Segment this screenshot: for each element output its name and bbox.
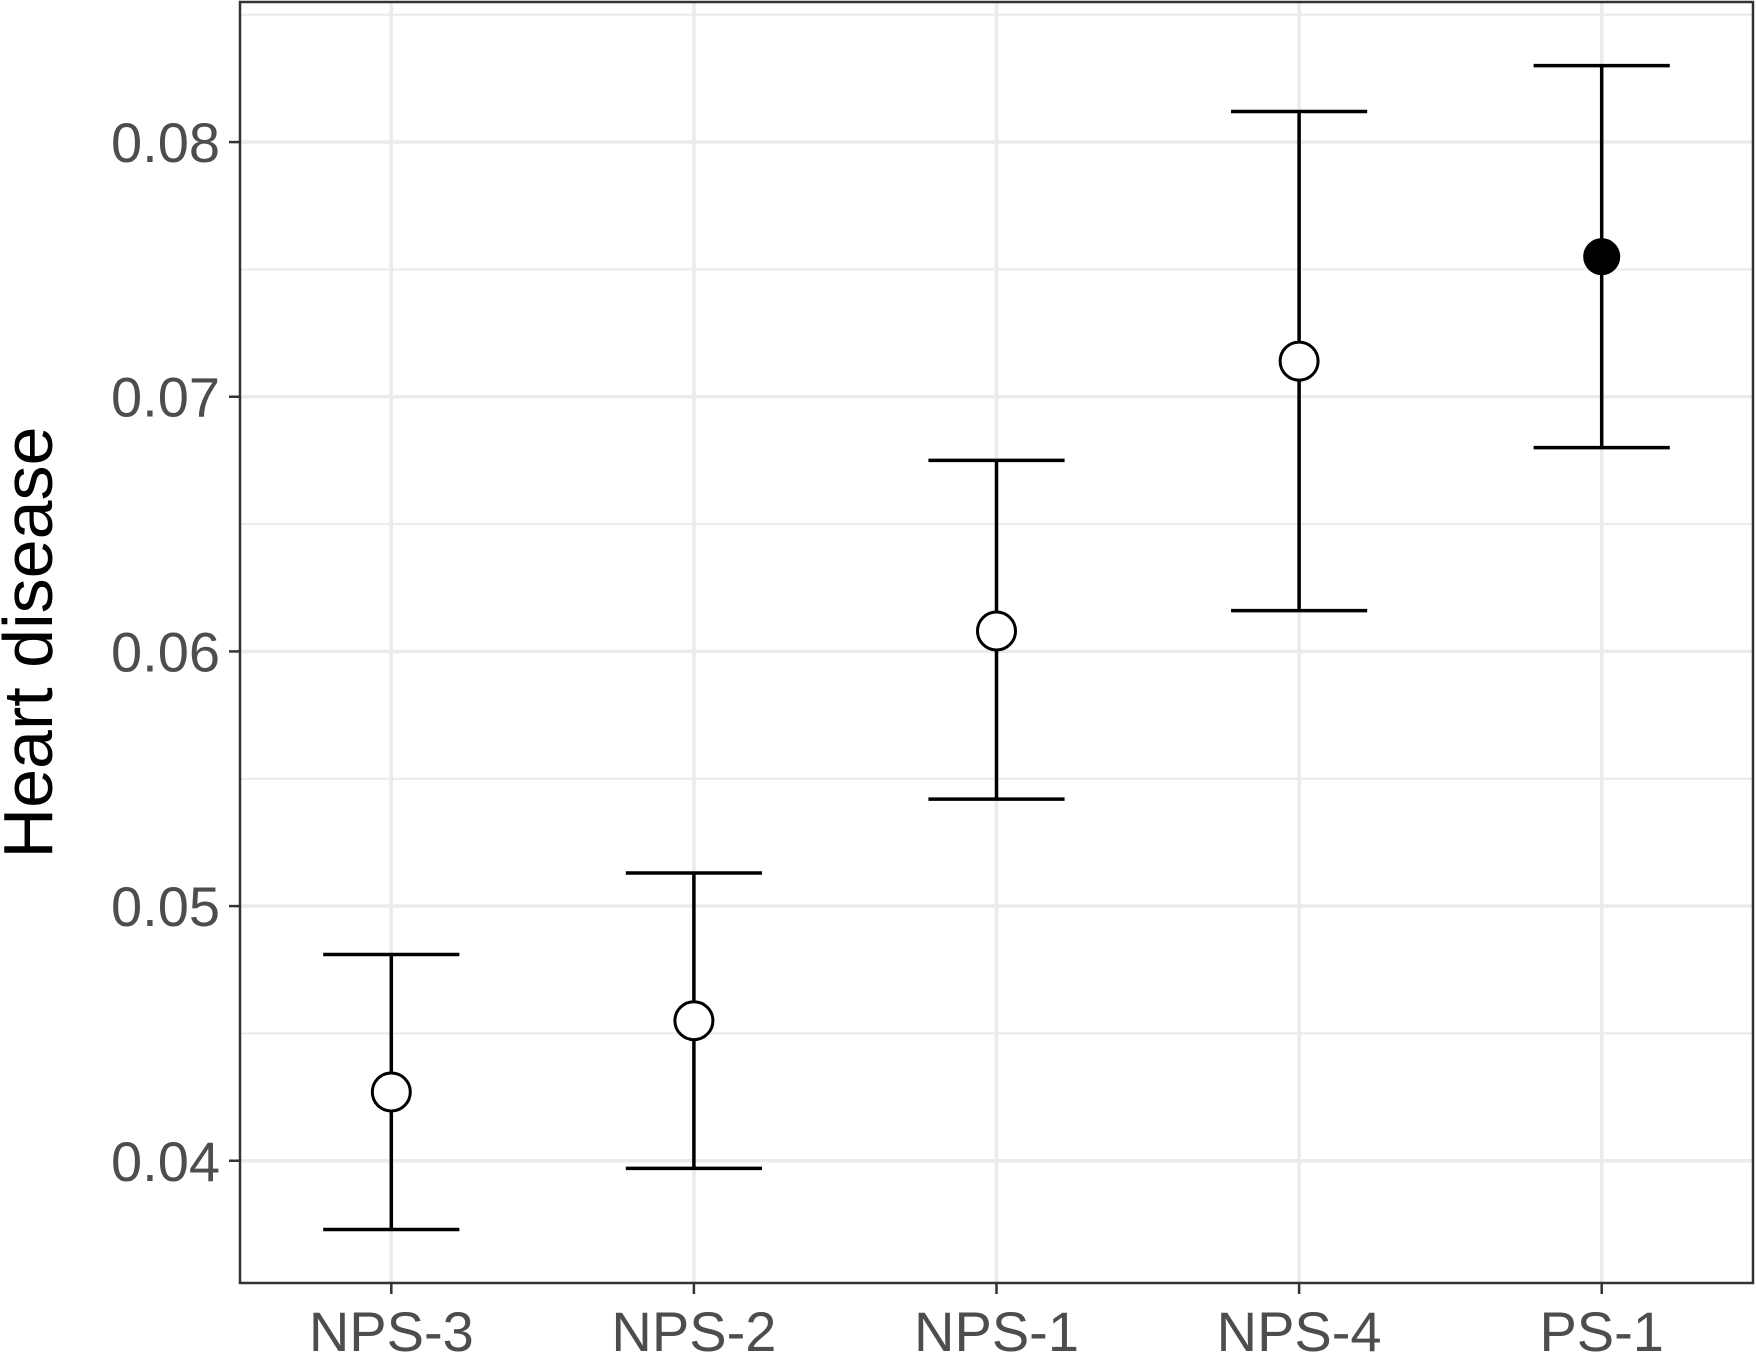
y-tick-label: 0.04 — [111, 1130, 220, 1193]
point-marker-filled — [1583, 238, 1621, 276]
errorbar-group-nps-4 — [1231, 109, 1368, 613]
y-tick-label: 0.08 — [111, 111, 220, 174]
errorbar-group-nps-2 — [625, 871, 762, 1171]
y-axis-title: Heart disease — [0, 427, 67, 859]
y-tick-label: 0.07 — [111, 366, 220, 429]
errorbar-group-nps-3 — [323, 952, 460, 1232]
point-marker-open — [976, 610, 1017, 652]
y-tick-label: 0.05 — [111, 875, 220, 938]
x-tick-label: PS-1 — [1539, 1300, 1664, 1354]
x-tick-label: NPS-4 — [1217, 1300, 1382, 1354]
point-marker-open — [673, 1000, 715, 1042]
x-tick-label: NPS-2 — [611, 1300, 776, 1354]
gridlines — [240, 2, 1753, 1283]
x-tick-label: NPS-3 — [309, 1300, 474, 1354]
point-marker-open — [1278, 340, 1320, 382]
x-tick-label: NPS-1 — [914, 1300, 1079, 1354]
axes: 0.04 0.05 0.06 0.07 0.08 NPS-3 NPS-2 NPS-1 NPS-4… — [111, 111, 1664, 1354]
point-marker-open — [370, 1071, 412, 1113]
errorbar-group-nps-1 — [928, 458, 1065, 801]
errorbar-group-ps-1 — [1533, 63, 1670, 450]
chart-marks — [323, 63, 1670, 1232]
y-tick-label: 0.06 — [111, 620, 220, 683]
